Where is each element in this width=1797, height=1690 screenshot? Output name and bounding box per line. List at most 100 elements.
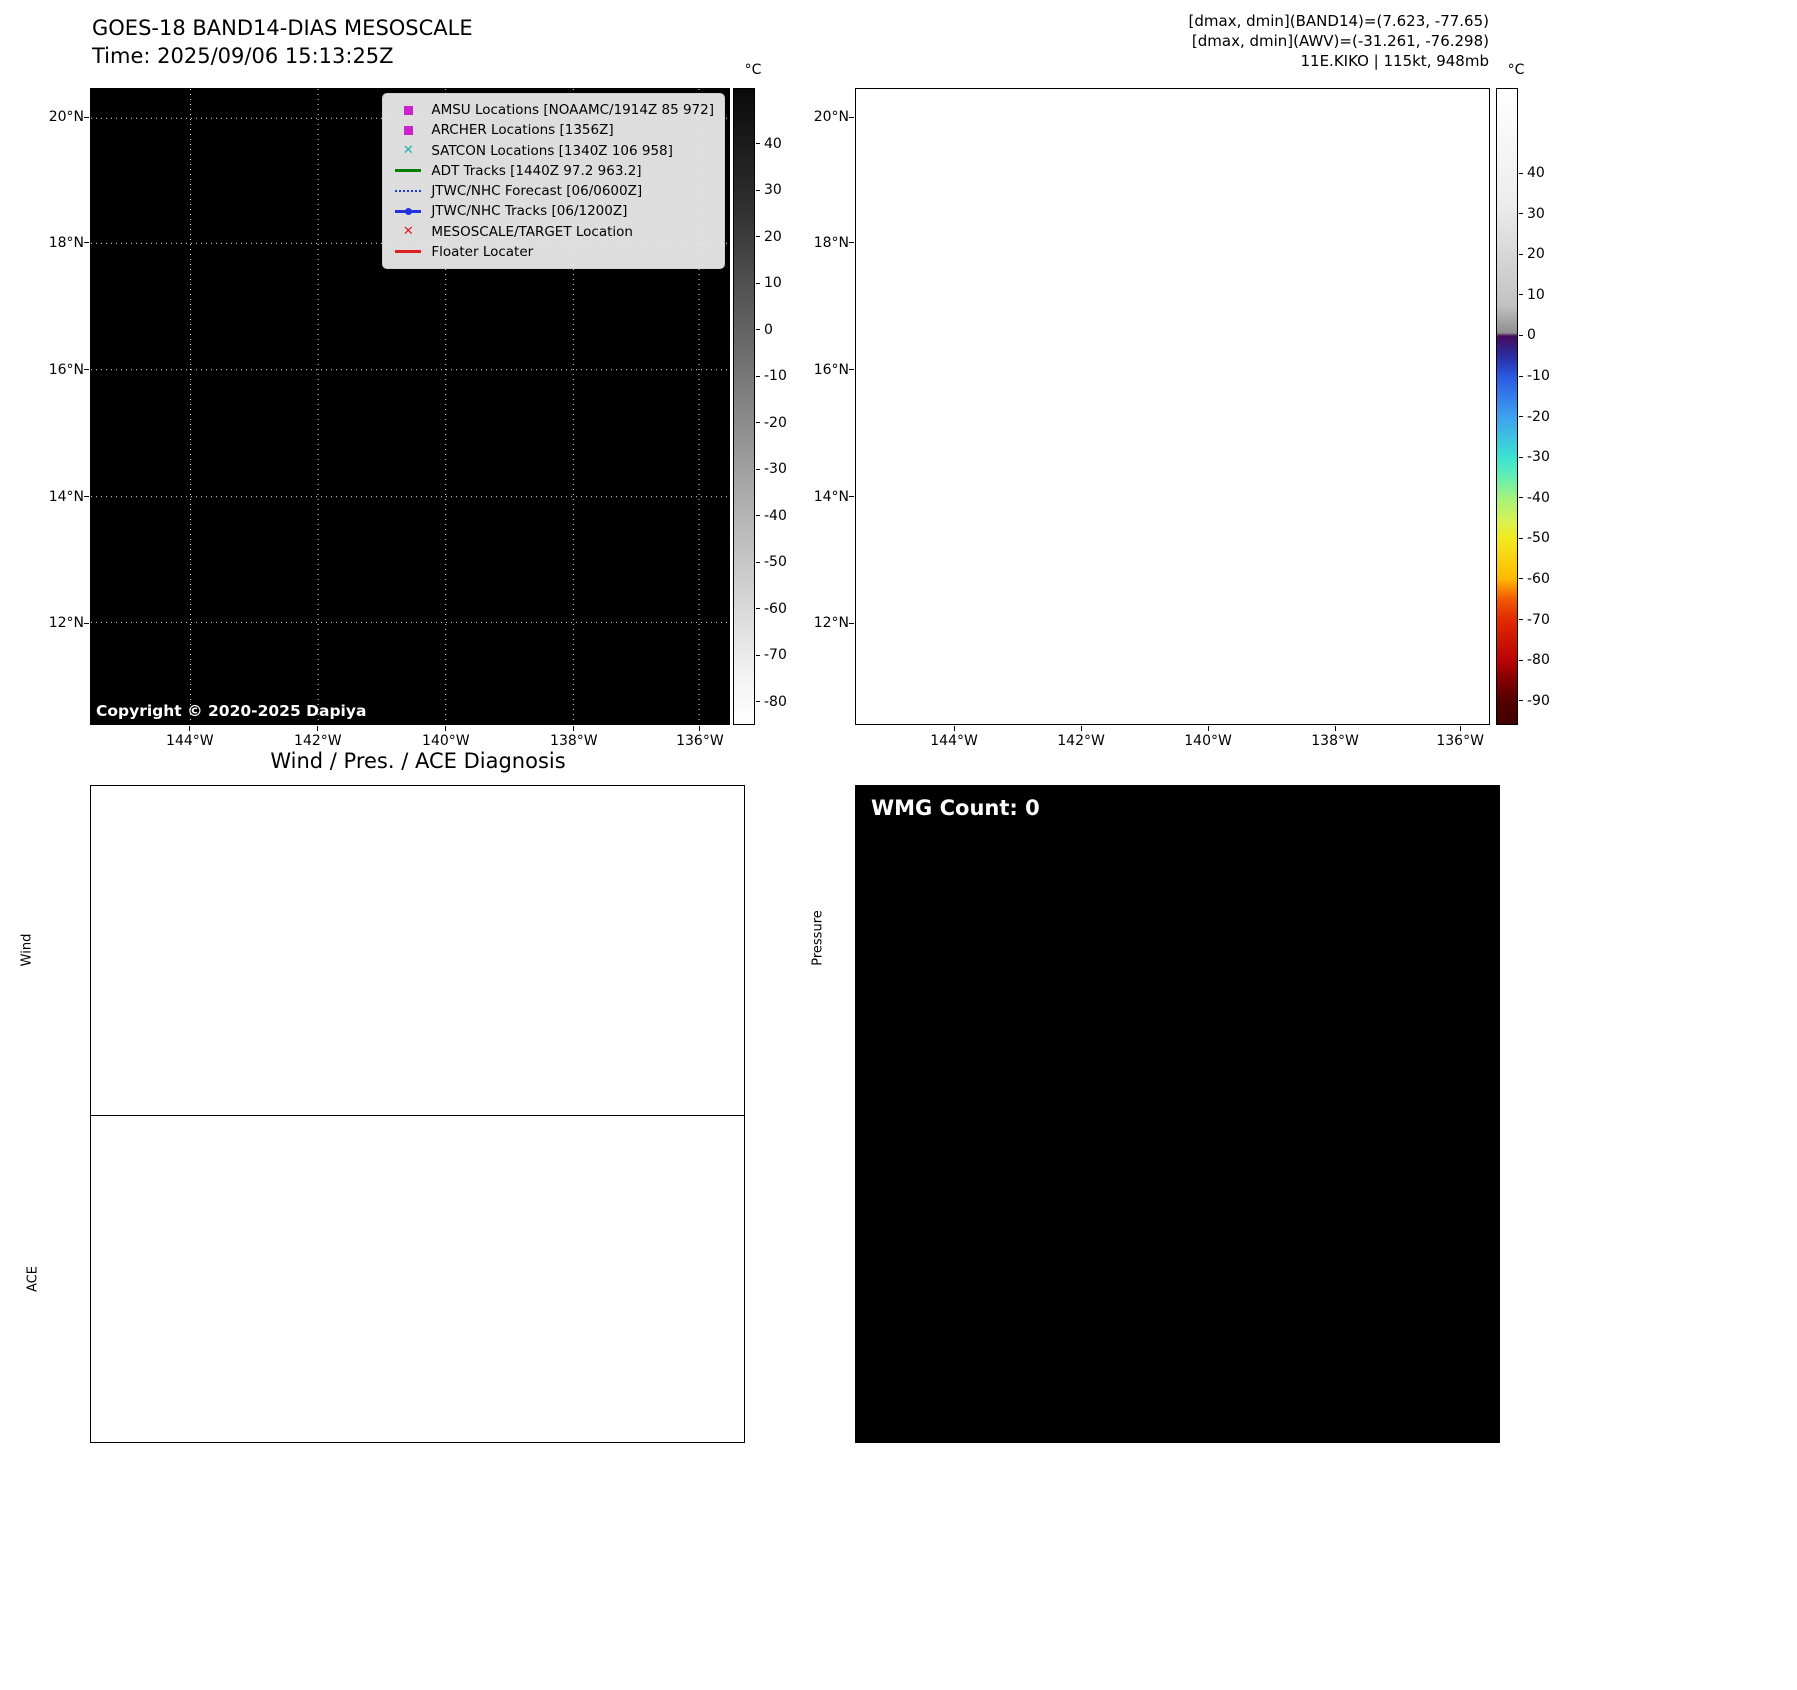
enhanced-colorbar [1496,88,1518,725]
colorbar-tick-label: -70 [1527,611,1550,628]
satcon-marker-icon: ✕ [402,143,414,159]
adt-track-line-icon [395,169,422,173]
colorbar-tick-label: -70 [764,647,787,664]
tick-mark [1519,497,1523,499]
lon-tick-label: 140°W [1184,733,1232,749]
tick-mark [756,422,760,424]
colorbar-tick-label: -30 [764,461,787,478]
tick-mark [849,116,854,118]
tick-mark [849,369,854,371]
colorbar-unit-label: °C [744,62,762,78]
storm-id-intensity: 11E.KIKO | 115kt, 948mb [1300,52,1489,70]
tick-mark [84,369,89,371]
target-x-icon: ✕ [402,224,414,240]
tick-mark [849,622,854,624]
floater-line-icon [395,250,422,254]
legend-item: ✕ SATCON Locations [1340Z 106 958] [393,141,714,161]
colorbar-tick-label: -60 [764,600,787,617]
wind-pressure-chart [90,785,745,1115]
grid-overlay [856,89,1489,724]
tick-mark [1519,294,1523,296]
lon-tick-label: 144°W [930,733,978,749]
forecast-dotted-line-icon [395,190,422,193]
legend-marker-cell [393,163,423,178]
ir-grayscale-map: AMSU Locations [NOAAMC/1914Z 85 972] ARCH… [90,88,730,725]
lat-tick-label: 16°N [48,361,84,378]
tick-mark [84,496,89,498]
colorbar-tick-label: -40 [764,507,787,524]
wmg-canvas [856,786,1156,936]
legend-item: ARCHER Locations [1356Z] [393,120,714,140]
legend-item: ADT Tracks [1440Z 97.2 963.2] [393,161,714,181]
wmg-count: WMG Count: 0 [871,796,1040,820]
legend-marker-cell [393,123,423,138]
colorbar-tick-label: -50 [764,554,787,571]
colorbar-tick-label: -10 [1527,368,1550,385]
tick-mark [756,608,760,610]
dmax-dmin-band14: [dmax, dmin](BAND14)=(7.623, -77.65) [1188,12,1489,30]
colorbar-tick-label: -90 [1527,692,1550,709]
legend-label: ARCHER Locations [1356Z] [431,122,614,139]
lat-tick-label: 16°N [813,361,849,378]
legend-label: Floater Locater [431,243,534,260]
wind-axis-label: Wind [19,933,35,967]
colorbar-tick-label: 20 [1527,246,1545,263]
tick-mark [953,726,955,731]
tick-mark [756,654,760,656]
tick-mark [1519,659,1523,661]
tick-mark [1519,700,1523,702]
tick-mark [756,468,760,470]
legend-label: MESOSCALE/TARGET Location [431,223,633,240]
colorbar-unit-label: °C [1507,62,1525,78]
tick-mark [849,242,854,244]
legend-item: JTWC/NHC Forecast [06/0600Z] [393,181,714,201]
ir-grayscale-canvas [91,89,391,239]
tick-mark [84,242,89,244]
legend-marker-cell [393,184,423,199]
tick-mark [1519,619,1523,620]
tick-mark [84,116,89,118]
legend-label: SATCON Locations [1340Z 106 958] [431,142,673,159]
lon-tick-label: 144°W [166,733,214,749]
tick-mark [1080,726,1082,731]
colorbar-tick-label: 0 [1527,327,1536,344]
lat-tick-label: 14°N [48,488,84,505]
tick-mark [1334,726,1336,731]
legend-label: AMSU Locations [NOAAMC/1914Z 85 972] [431,102,714,118]
legend-label: JTWC/NHC Forecast [06/0600Z] [431,183,643,199]
tick-mark [84,622,89,624]
colorbar-tick-label: 0 [764,321,773,338]
lon-tick-label: 136°W [676,733,724,749]
tick-mark [756,189,760,191]
colorbar-tick-label: -30 [1527,449,1550,466]
ace-axis-label: ACE [25,1266,41,1292]
tick-mark [1519,375,1523,377]
marker-dot [405,207,413,215]
colorbar-tick-label: -50 [1527,530,1550,547]
lat-tick-label: 12°N [813,615,849,632]
colorbar-tick-label: 10 [764,275,782,292]
tick-mark [756,701,760,703]
tick-mark [756,375,760,377]
panel-tl-title: GOES-18 BAND14-DIAS MESOSCALE [92,16,473,40]
lat-tick-label: 20°N [813,109,849,126]
colorbar-tick-label: 30 [764,182,782,199]
tick-mark [1519,253,1523,255]
archer-marker-icon [403,125,413,135]
tick-mark [756,515,760,517]
colorbar-tick-label: -80 [764,693,787,710]
pressure-axis-label: Pressure [810,910,826,966]
copyright-text: Copyright © 2020-2025 Dapiya [96,702,367,720]
map-legend: AMSU Locations [NOAAMC/1914Z 85 972] ARCH… [382,93,725,269]
tick-mark [1519,172,1523,174]
amsu-marker-icon [403,105,413,115]
tick-mark [756,282,760,284]
tick-mark [1519,578,1523,580]
dmax-dmin-awv: [dmax, dmin](AWV)=(-31.261, -76.298) [1191,32,1489,50]
tick-mark [445,726,447,731]
grayscale-colorbar [733,88,755,725]
tick-mark [1207,726,1209,731]
tick-mark [756,329,760,331]
legend-item: AMSU Locations [NOAAMC/1914Z 85 972] [393,100,714,120]
